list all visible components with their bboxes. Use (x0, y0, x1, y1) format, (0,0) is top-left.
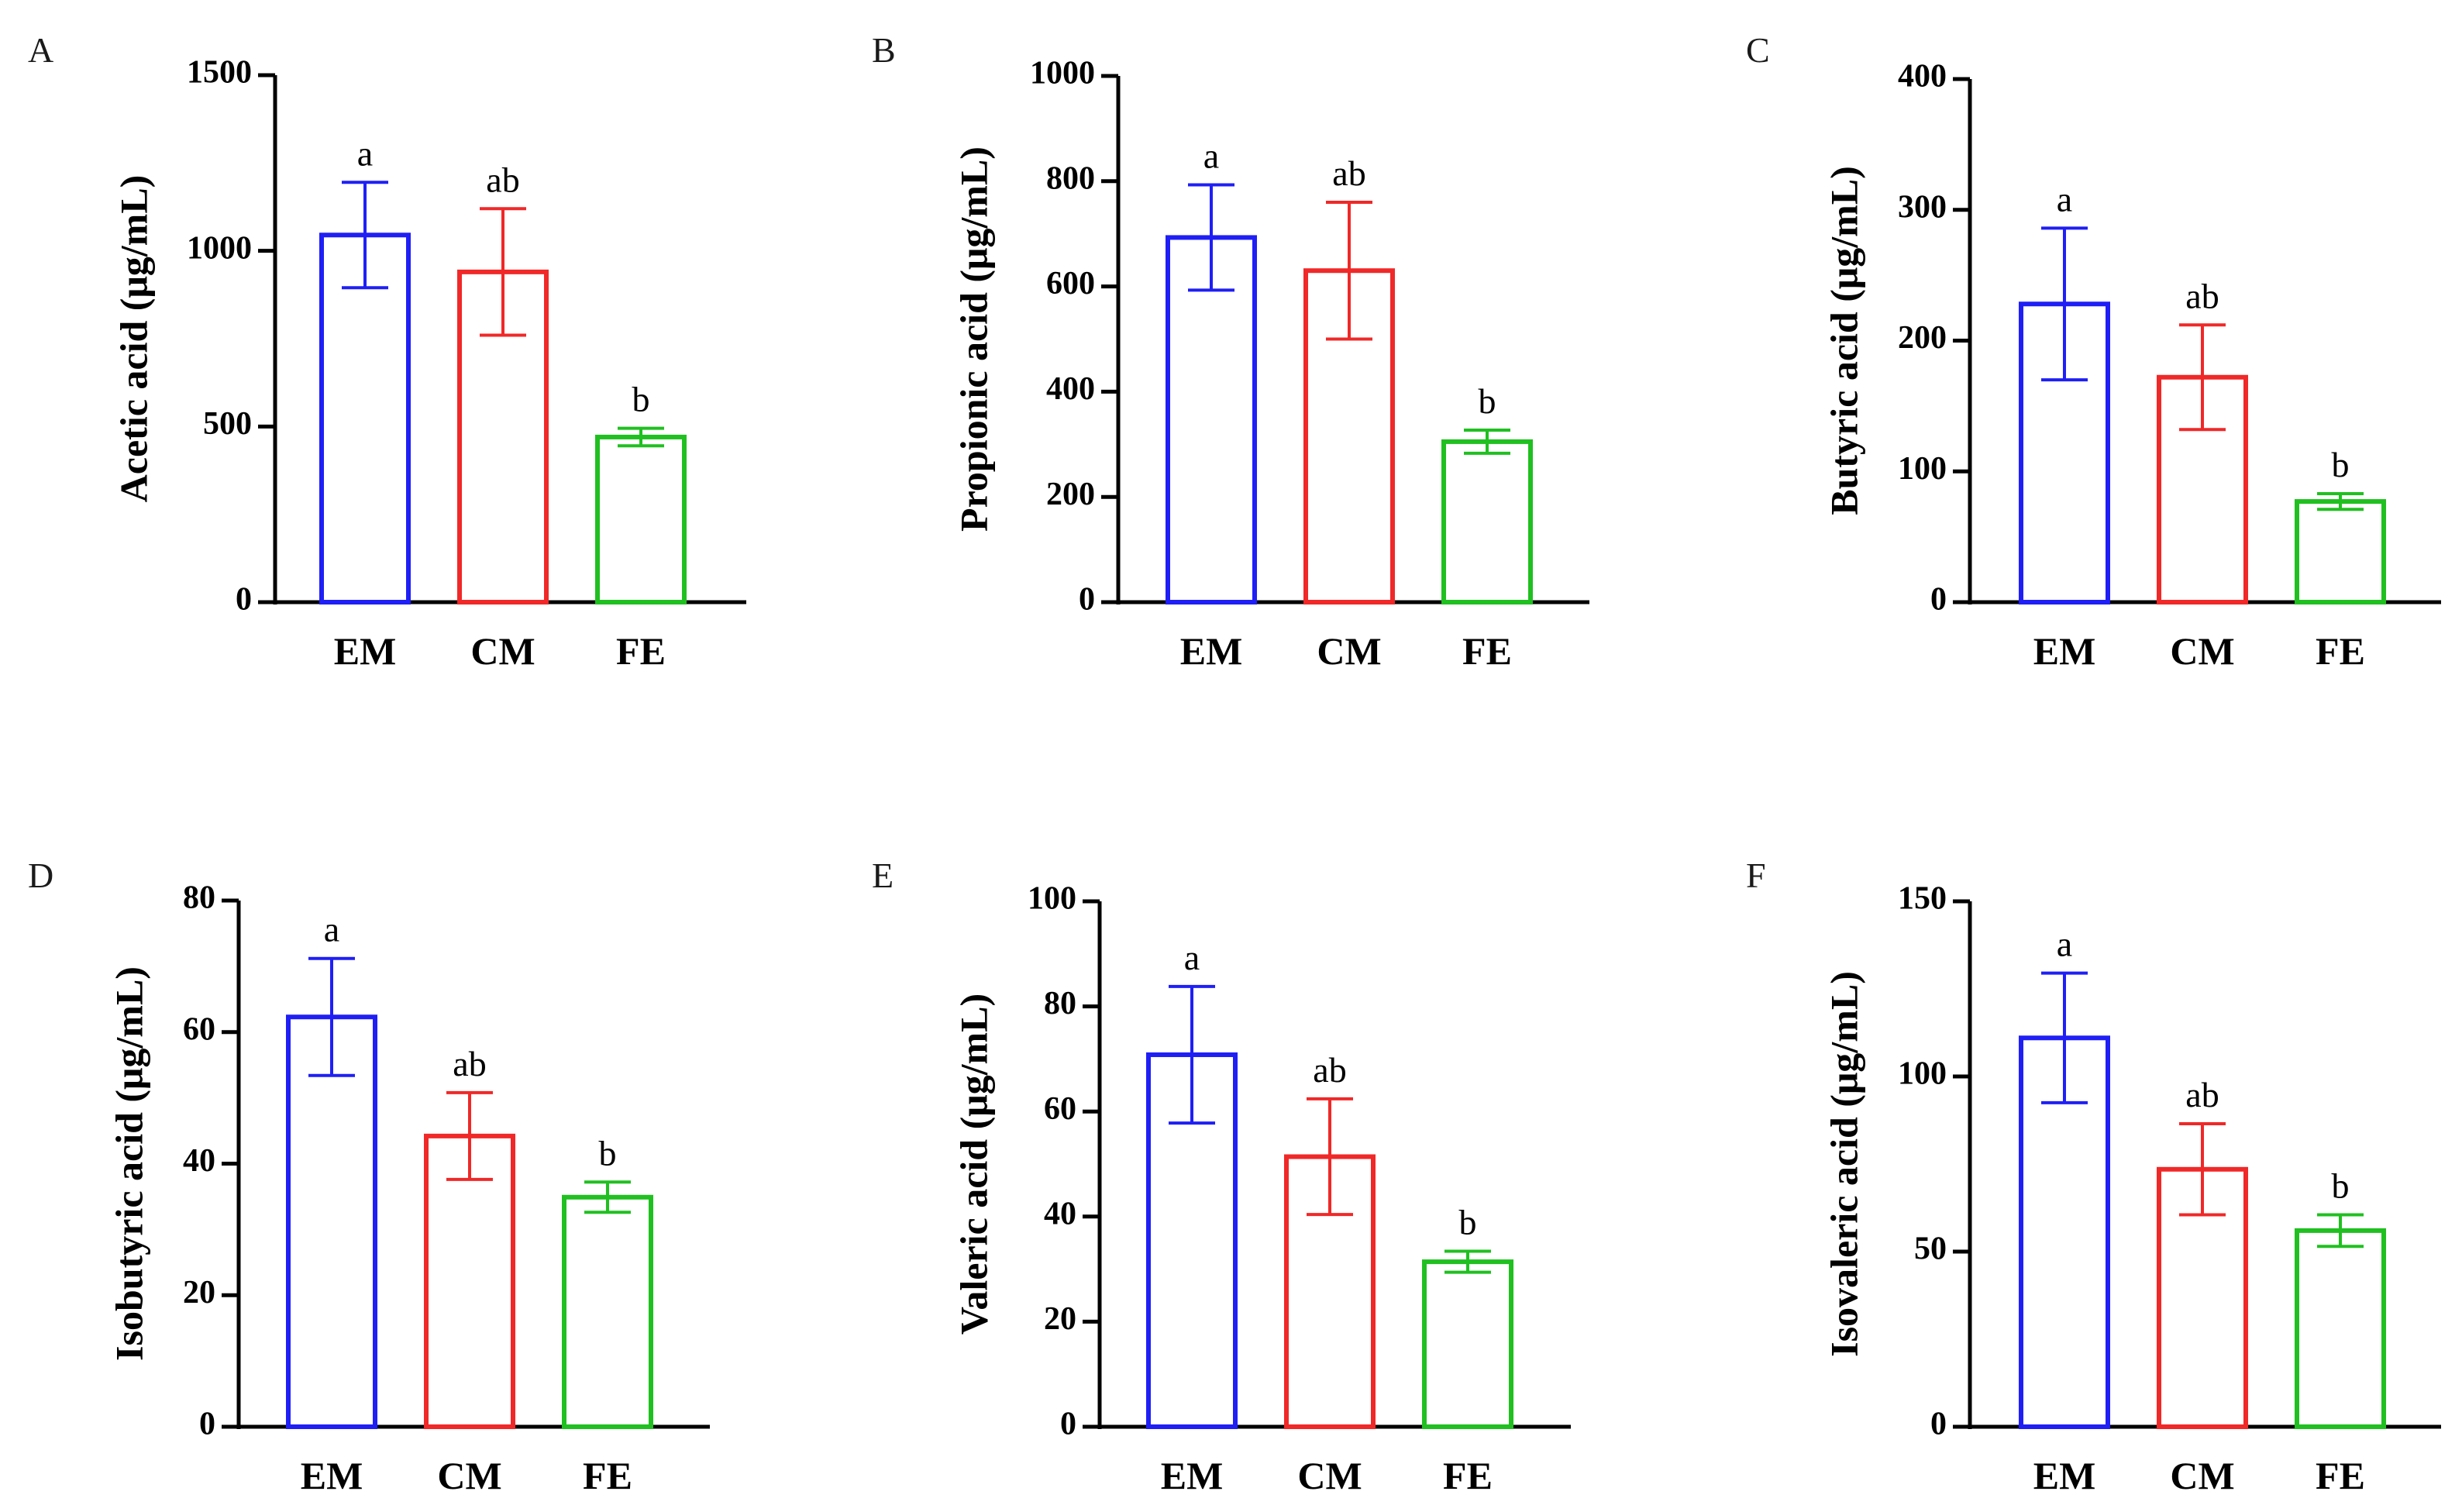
y-tick-label-f-2: 100 (1898, 1056, 1947, 1092)
significance-label-b-fe: b (1479, 381, 1496, 421)
y-tick-label-d-2: 40 (183, 1143, 215, 1179)
category-label-a-fe: FE (616, 629, 666, 673)
panel-letter-e: E (872, 856, 894, 895)
category-label-f-fe: FE (2316, 1454, 2365, 1497)
category-label-e-em: EM (1161, 1454, 1224, 1497)
category-label-c-cm: CM (2170, 629, 2234, 673)
panel-letter-a: A (28, 30, 53, 70)
category-label-d-em: EM (301, 1454, 363, 1497)
y-tick-label-a-0: 0 (236, 582, 252, 618)
significance-label-b-cm: ab (1332, 153, 1365, 193)
category-label-c-em: EM (2033, 629, 2096, 673)
panel-letter-b: B (872, 30, 896, 70)
y-axis-title-d: Isobutyric acid (μg/mL) (107, 966, 150, 1361)
y-axis-title-e: Valeric acid (μg/mL) (952, 994, 995, 1335)
significance-label-e-fe: b (1459, 1203, 1477, 1242)
category-label-a-cm: CM (470, 629, 535, 673)
y-tick-label-d-0: 0 (199, 1407, 215, 1442)
significance-label-a-em: a (357, 133, 373, 173)
significance-label-e-cm: ab (1313, 1050, 1346, 1090)
panel-letter-d: D (28, 856, 53, 895)
panel-letter-c: C (1746, 30, 1770, 70)
y-tick-label-c-2: 200 (1898, 320, 1947, 356)
y-tick-label-b-5: 1000 (1030, 56, 1095, 91)
category-label-f-cm: CM (2170, 1454, 2234, 1497)
y-tick-label-f-0: 0 (1930, 1407, 1947, 1442)
y-tick-label-e-1: 20 (1044, 1301, 1076, 1337)
y-tick-label-e-4: 80 (1044, 986, 1076, 1021)
y-tick-label-b-4: 800 (1046, 160, 1095, 196)
significance-label-a-cm: ab (486, 160, 519, 199)
significance-label-d-fe: b (599, 1133, 617, 1173)
y-tick-label-c-0: 0 (1930, 582, 1947, 618)
significance-label-d-em: a (324, 910, 339, 949)
y-tick-label-a-2: 1000 (187, 230, 252, 266)
category-label-d-cm: CM (437, 1454, 501, 1497)
y-tick-label-a-1: 500 (203, 406, 252, 442)
y-tick-label-c-4: 400 (1898, 59, 1947, 95)
category-label-b-cm: CM (1317, 629, 1381, 673)
y-tick-label-a-3: 1500 (187, 55, 252, 91)
panel-letter-f: F (1746, 856, 1766, 895)
y-tick-label-c-1: 100 (1898, 451, 1947, 487)
y-axis-title-b: Propionic acid (μg/mL) (952, 146, 995, 532)
significance-label-c-em: a (2057, 179, 2072, 219)
y-tick-label-d-4: 80 (183, 880, 215, 916)
y-tick-label-d-1: 20 (183, 1275, 215, 1311)
category-label-e-cm: CM (1297, 1454, 1362, 1497)
significance-label-c-cm: ab (2185, 276, 2219, 315)
y-axis-title-c: Butyric acid (μg/mL) (1822, 166, 1865, 515)
category-label-a-em: EM (334, 629, 397, 673)
y-tick-label-e-2: 40 (1044, 1196, 1076, 1231)
y-tick-label-e-5: 100 (1028, 881, 1076, 917)
y-tick-label-b-3: 600 (1046, 266, 1095, 301)
category-label-b-em: EM (1180, 629, 1243, 673)
y-tick-label-e-3: 60 (1044, 1091, 1076, 1127)
significance-label-f-em: a (2057, 925, 2072, 964)
y-axis-title-f: Isovaleric acid (μg/mL) (1822, 971, 1865, 1357)
significance-label-b-em: a (1203, 136, 1219, 176)
significance-label-e-em: a (1184, 938, 1200, 977)
y-tick-label-f-1: 50 (1914, 1231, 1947, 1267)
y-tick-label-d-3: 60 (183, 1011, 215, 1047)
y-tick-label-b-2: 400 (1046, 371, 1095, 407)
y-tick-label-b-1: 200 (1046, 477, 1095, 512)
category-label-b-fe: FE (1462, 629, 1512, 673)
significance-label-a-fe: b (632, 380, 650, 419)
category-label-c-fe: FE (2316, 629, 2365, 673)
significance-label-c-fe: b (2332, 445, 2350, 484)
significance-label-f-cm: ab (2185, 1075, 2219, 1114)
category-label-f-em: EM (2033, 1454, 2096, 1497)
y-tick-label-f-3: 150 (1898, 881, 1947, 917)
y-axis-title-a: Acetic acid (μg/mL) (112, 175, 155, 503)
significance-label-f-fe: b (2332, 1166, 2350, 1206)
y-tick-label-e-0: 0 (1060, 1407, 1076, 1442)
category-label-d-fe: FE (583, 1454, 632, 1497)
y-tick-label-c-3: 300 (1898, 189, 1947, 225)
significance-label-d-cm: ab (453, 1044, 486, 1083)
y-tick-label-b-0: 0 (1079, 582, 1095, 618)
category-label-e-fe: FE (1443, 1454, 1493, 1497)
